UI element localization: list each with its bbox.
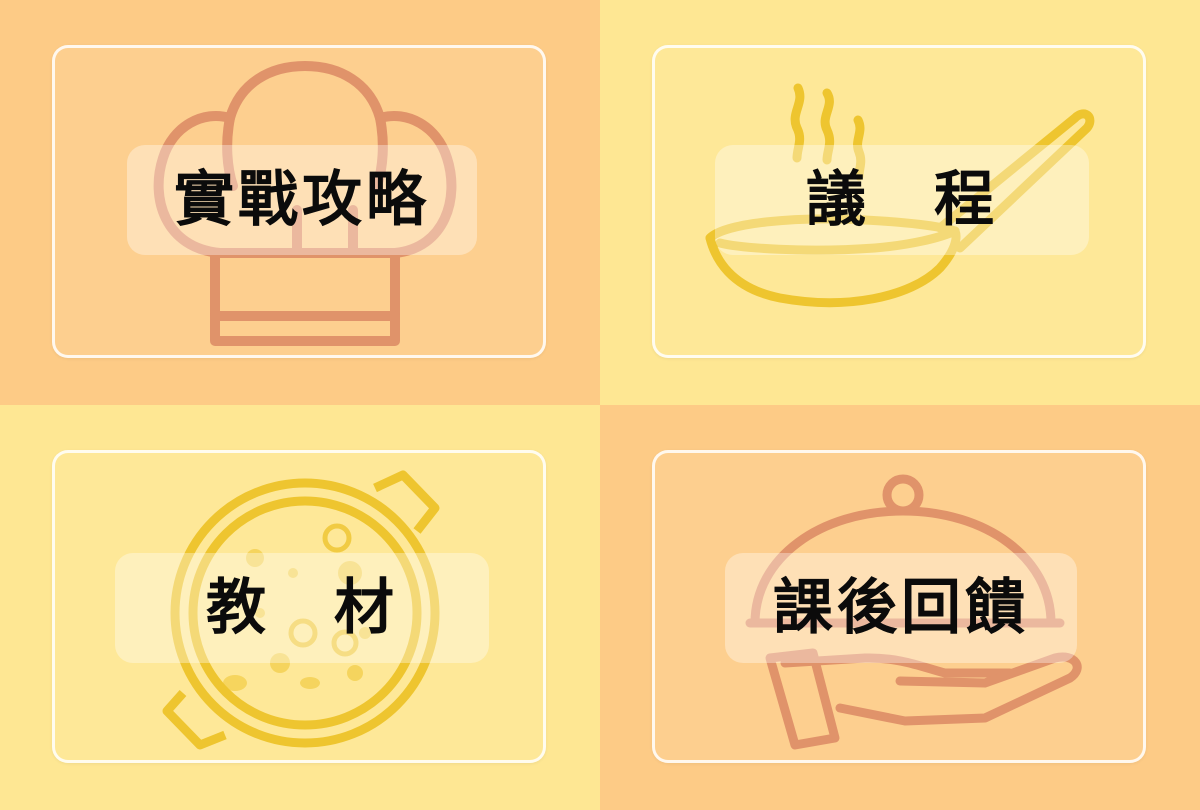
materials-label-box: 教 材 — [115, 553, 489, 663]
soup-pot-icon — [162, 470, 440, 750]
agenda-label-box: 議 程 — [715, 145, 1089, 255]
tile-quadrant-feedback: 課後回饋 — [600, 405, 1200, 810]
feedback-label-box: 課後回饋 — [725, 553, 1077, 663]
frying-pan-icon — [705, 83, 1095, 308]
agenda-card[interactable]: 議 程 — [652, 45, 1146, 358]
chef-hat-icon — [153, 61, 457, 346]
agenda-label: 議 程 — [806, 165, 998, 235]
feedback-card[interactable]: 課後回饋 — [652, 450, 1146, 763]
materials-card[interactable]: 教 材 — [52, 450, 546, 763]
tile-quadrant-materials: 教 材 — [0, 405, 600, 810]
strategy-card[interactable]: 實戰攻略 — [52, 45, 546, 358]
strategy-label-box: 實戰攻略 — [127, 145, 477, 255]
feedback-label: 課後回饋 — [773, 573, 1029, 643]
strategy-label: 實戰攻略 — [174, 165, 430, 235]
tile-quadrant-agenda: 議 程 — [600, 0, 1200, 405]
tile-quadrant-strategy: 實戰攻略 — [0, 0, 600, 405]
serving-cloche-hand-icon — [745, 474, 1082, 750]
materials-label: 教 材 — [206, 573, 398, 643]
